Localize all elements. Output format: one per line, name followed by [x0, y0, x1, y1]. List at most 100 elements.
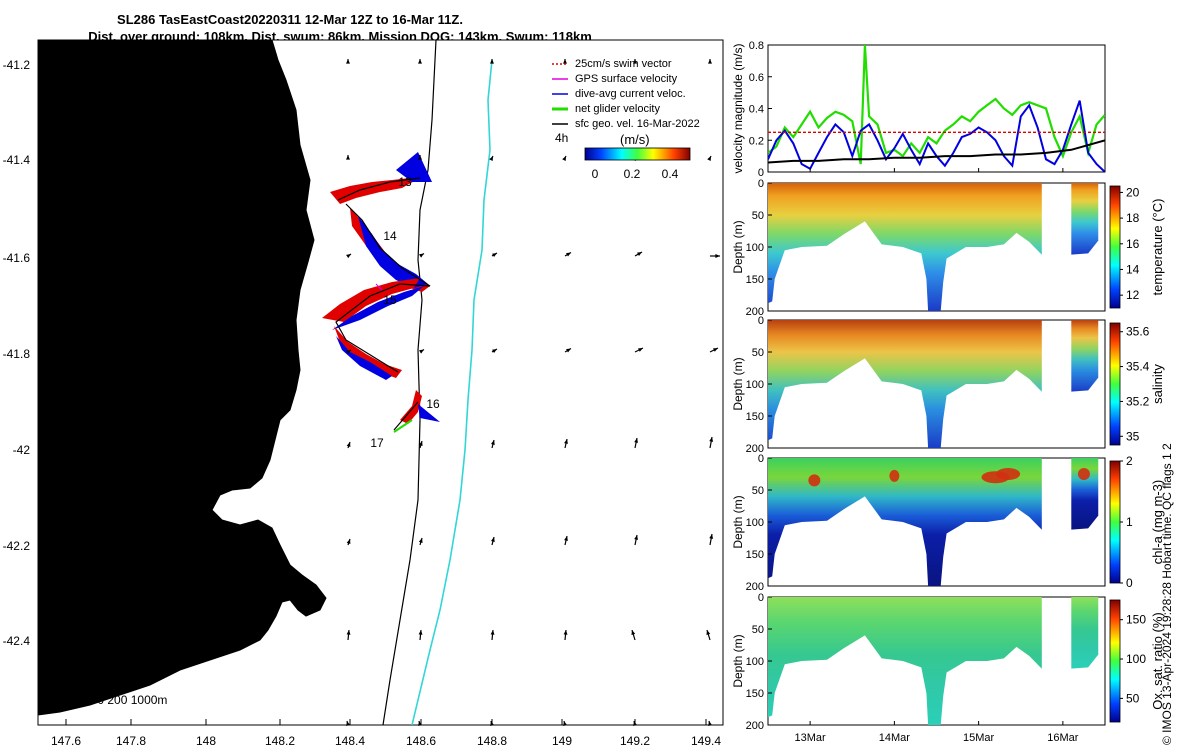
glider-track	[322, 152, 440, 433]
sfc-velocity-arrow	[563, 59, 567, 64]
legend-label-gps: GPS surface velocity	[575, 73, 678, 85]
sfc-velocity-arrow	[564, 535, 568, 546]
depth-tick-label: 150	[746, 411, 764, 423]
depth-tick-label: 200	[746, 720, 764, 732]
depth-tick-label: 0	[758, 178, 764, 190]
velocity-ylabel: velocity magnitude (m/s)	[731, 43, 745, 173]
speed-colorbar	[584, 147, 691, 161]
depth-tick-label: 150	[746, 274, 764, 286]
section-colorbar	[1109, 185, 1121, 309]
depth-tick-label: 0	[758, 453, 764, 465]
sfc-velocity-arrow	[346, 349, 352, 355]
lat-tick-label: -41.4	[3, 153, 31, 167]
colorbar-tick: 0	[592, 167, 599, 181]
section-data	[768, 320, 1042, 448]
depth-tick-label: 50	[752, 485, 764, 497]
colorbar-tick-label: 18	[1126, 211, 1140, 225]
section-variable-label: Ox. sat. ratio (%)	[1150, 612, 1165, 710]
sfc-velocity-arrow	[489, 155, 494, 161]
section-data-late	[1071, 458, 1099, 530]
lon-tick-label: 148.2	[265, 734, 295, 748]
sfc-velocity-arrow	[634, 437, 639, 449]
sfc-velocity-arrow	[709, 533, 714, 546]
sfc-velocity-arrow	[491, 252, 498, 258]
section-variable-label: salinity	[1150, 364, 1165, 404]
colorbar-tick-label: 12	[1126, 288, 1140, 302]
legend-label-net: net glider velocity	[575, 103, 660, 115]
section-data-late	[1071, 183, 1099, 255]
isobath-1000m	[411, 59, 493, 725]
sfc-velocity-arrow	[633, 59, 637, 64]
section-panel-2: 0 50 100 150 200 Depth (m) 0 1 2 chl-a (mg m-3)	[731, 453, 1165, 593]
colorbar-tick-label: 20	[1126, 185, 1140, 199]
depth-axis-label: Depth (m)	[731, 495, 745, 548]
chl-patch	[996, 468, 1021, 480]
colorbar-tick: 0.4	[662, 167, 679, 181]
velocity-series-3	[768, 139, 1105, 164]
time-tick-label: 13Mar	[795, 732, 827, 744]
section-panel-3: 0 50 100 150 200 Depth (m) 50 100 150 Ox. sat. ra…	[731, 592, 1165, 732]
sfc-velocity-arrow	[634, 251, 643, 257]
depth-tick-label: 50	[752, 347, 764, 359]
sfc-velocity-arrow	[418, 440, 423, 449]
legend-label-swim: 25cm/s swim vector	[575, 58, 672, 70]
day-label: 16	[426, 397, 440, 411]
depth-tick-label: 200	[746, 306, 764, 318]
tasmania-coastline	[38, 40, 327, 716]
time-tick-label: 15Mar	[963, 732, 995, 744]
section-data	[768, 183, 1042, 311]
colorbar-tick-label: 100	[1126, 652, 1146, 666]
depth-tick-label: 100	[746, 379, 764, 391]
day-label: 14	[383, 229, 397, 243]
sfc-velocity-arrow	[562, 155, 567, 161]
sfc-velocity-arrow	[346, 253, 352, 259]
sfc-velocity-arrow	[491, 348, 498, 354]
day-label: 13	[398, 175, 412, 189]
velocity-ytick-label: 0.6	[749, 72, 764, 84]
sfc-velocity-arrow	[564, 438, 568, 449]
sfc-velocity-arrow	[634, 534, 639, 546]
depth-axis-label: Depth (m)	[731, 220, 745, 273]
velocity-ytick-label: 0	[758, 167, 764, 179]
section-colorbar	[1109, 460, 1121, 584]
lon-tick-label: 149.4	[691, 734, 721, 748]
section-data	[768, 597, 1042, 725]
sfc-velocity-arrow	[490, 59, 494, 64]
time-tick-label: 14Mar	[879, 732, 911, 744]
chl-patch	[1077, 468, 1090, 480]
section-panel-0: 0 50 100 150 200 Depth (m) 12 14 16 18 20 temperatu…	[731, 178, 1165, 318]
lat-tick-label: -41.6	[3, 251, 31, 265]
sfc-velocity-arrow	[418, 537, 423, 546]
figure-title-line1: SL286 TasEastCoast20220311 12-Mar 12Z to…	[117, 12, 463, 27]
sfc-velocity-arrow	[346, 59, 350, 64]
day-labels: 13 14 15 16 17	[370, 175, 440, 450]
sfc-velocity-arrow	[419, 348, 425, 354]
depth-tick-label: 150	[746, 549, 764, 561]
sfc-velocity-arrow	[707, 155, 712, 161]
lon-tick-label: 148.8	[477, 734, 507, 748]
sfc-velocity-arrow	[709, 436, 714, 449]
colorbar-tick-label: 2	[1126, 454, 1133, 468]
chl-patch	[889, 469, 900, 482]
depth-tick-label: 200	[746, 443, 764, 455]
sfc-velocity-arrow	[563, 720, 568, 726]
section-data-late	[1071, 597, 1099, 669]
depth-tick-label: 200	[746, 581, 764, 593]
sfc-velocity-arrow	[346, 538, 351, 546]
sfc-velocity-arrow	[490, 536, 495, 546]
map-legend: 25cm/s swim vector GPS surface velocity …	[552, 58, 700, 181]
velocity-ytick-label: 0.4	[749, 104, 764, 116]
velocity-ytick-label: 0.8	[749, 40, 764, 52]
colorbar-tick-label: 35.4	[1126, 360, 1150, 374]
colorbar-tick-label: 35.2	[1126, 394, 1150, 408]
velocity-panel: 0 0.2 0.4 0.6 0.8 velocity magnitude (m/s)	[731, 40, 1106, 179]
legend-item-gps: GPS surface velocity	[552, 73, 678, 85]
depth-tick-label: 50	[752, 624, 764, 636]
lat-tick-label: -42.2	[3, 539, 31, 553]
lat-tick-label: -41.8	[3, 347, 31, 361]
sfc-velocity-arrow	[346, 441, 351, 449]
chl-patch	[808, 474, 821, 487]
lon-tick-label: 147.6	[51, 734, 81, 748]
